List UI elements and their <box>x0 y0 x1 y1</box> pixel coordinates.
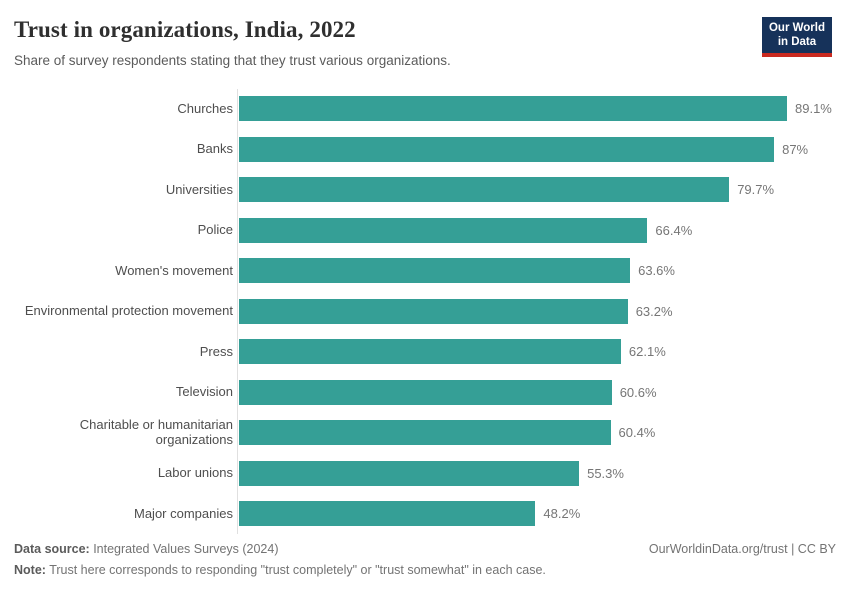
value-label: 63.6% <box>638 263 675 279</box>
bar-area: 87% <box>237 129 836 170</box>
row-label: Women's movement <box>115 262 233 278</box>
bar-area: 63.2% <box>237 291 836 332</box>
bar-area: 89.1% <box>237 88 836 130</box>
credit-line: OurWorldinData.org/trust | CC BY <box>649 542 836 556</box>
row-label: Police <box>197 222 233 238</box>
bar-area: 79.7% <box>237 169 836 211</box>
note-label: Note: <box>14 563 46 577</box>
row-label: Press <box>199 343 233 359</box>
chart-rows: Churches 89.1% Banks 87% Universities 79.7% Po… <box>14 88 836 535</box>
bar[interactable] <box>239 217 648 243</box>
row-label: Banks <box>196 141 233 157</box>
row-label: Labor unions <box>157 465 233 481</box>
bar-area: 55.3% <box>237 453 836 494</box>
owid-logo-line2: in Data <box>777 36 817 49</box>
row-label: Major companies <box>134 505 233 521</box>
bar-area: 63.6% <box>237 250 836 292</box>
chart-row: Banks 87% <box>14 129 836 170</box>
chart-row: Press 62.1% <box>14 331 836 373</box>
owid-link[interactable]: OurWorldinData.org/trust <box>648 542 788 556</box>
bar[interactable] <box>239 258 631 284</box>
data-source-value: Integrated Values Surveys (2024) <box>89 542 279 556</box>
bar[interactable] <box>239 177 730 203</box>
row-label: Environmental protection movement <box>24 303 233 319</box>
chart-row: Police 66.4% <box>14 210 836 251</box>
data-source-line: Data source: Integrated Values Surveys (… <box>14 542 279 556</box>
owid-logo-line1: Our World <box>768 22 825 34</box>
row-label: Charitable or humanitarian organizations <box>79 417 233 447</box>
bar[interactable] <box>239 298 628 324</box>
value-label: 79.7% <box>737 182 775 198</box>
data-source-label: Data source: <box>14 542 90 556</box>
owid-logo: Our World in Data <box>761 17 832 57</box>
note-value: Trust here corresponds to responding "tr… <box>45 563 546 577</box>
bar-area: 66.4% <box>237 210 836 251</box>
chart-header: Trust in organizations, India, 2022 Shar… <box>14 16 836 68</box>
row-label: Churches <box>177 100 233 116</box>
row-label: Television <box>175 384 233 400</box>
chart-footer: Data source: Integrated Values Surveys (… <box>14 542 836 577</box>
chart-row: Environmental protection movement 63.2% <box>14 291 836 332</box>
page-title: Trust in organizations, India, 2022 <box>14 17 356 42</box>
bar-chart: Churches 89.1% Banks 87% Universities 79.7% Po… <box>14 88 836 535</box>
bar[interactable] <box>239 379 612 405</box>
bar[interactable] <box>239 136 775 162</box>
value-label: 87% <box>782 141 809 157</box>
value-label: 89.1% <box>795 101 832 117</box>
bar-area: 48.2% <box>237 493 836 535</box>
value-label: 48.2% <box>543 506 581 522</box>
value-label: 60.6% <box>619 384 657 400</box>
chart-subtitle: Share of survey respondents stating that… <box>14 52 451 68</box>
credit-separator: | <box>787 542 798 556</box>
bar[interactable] <box>239 420 611 446</box>
bar[interactable] <box>239 339 621 365</box>
row-label: Universities <box>165 181 233 197</box>
chart-row: Universities 79.7% <box>14 169 836 211</box>
value-label: 66.4% <box>655 222 693 238</box>
bar-area: 60.4% <box>237 412 836 454</box>
chart-row: Television 60.6% <box>14 372 836 413</box>
chart-row: Churches 89.1% <box>14 88 836 130</box>
value-label: 55.3% <box>587 465 624 481</box>
license-label: CC BY <box>797 542 836 556</box>
bar-area: 62.1% <box>237 331 836 373</box>
chart-row: Major companies 48.2% <box>14 493 836 535</box>
chart-row: Women's movement 63.6% <box>14 250 836 292</box>
bar[interactable] <box>239 96 787 122</box>
bar[interactable] <box>239 501 536 527</box>
note-line: Note: Trust here corresponds to respondi… <box>14 563 836 577</box>
value-label: 63.2% <box>635 303 673 319</box>
value-label: 60.4% <box>618 425 656 441</box>
value-label: 62.1% <box>628 344 666 360</box>
chart-row: Charitable or humanitarian organizations… <box>14 412 836 454</box>
bar[interactable] <box>239 460 580 486</box>
bar-area: 60.6% <box>237 372 836 413</box>
chart-row: Labor unions 55.3% <box>14 453 836 494</box>
